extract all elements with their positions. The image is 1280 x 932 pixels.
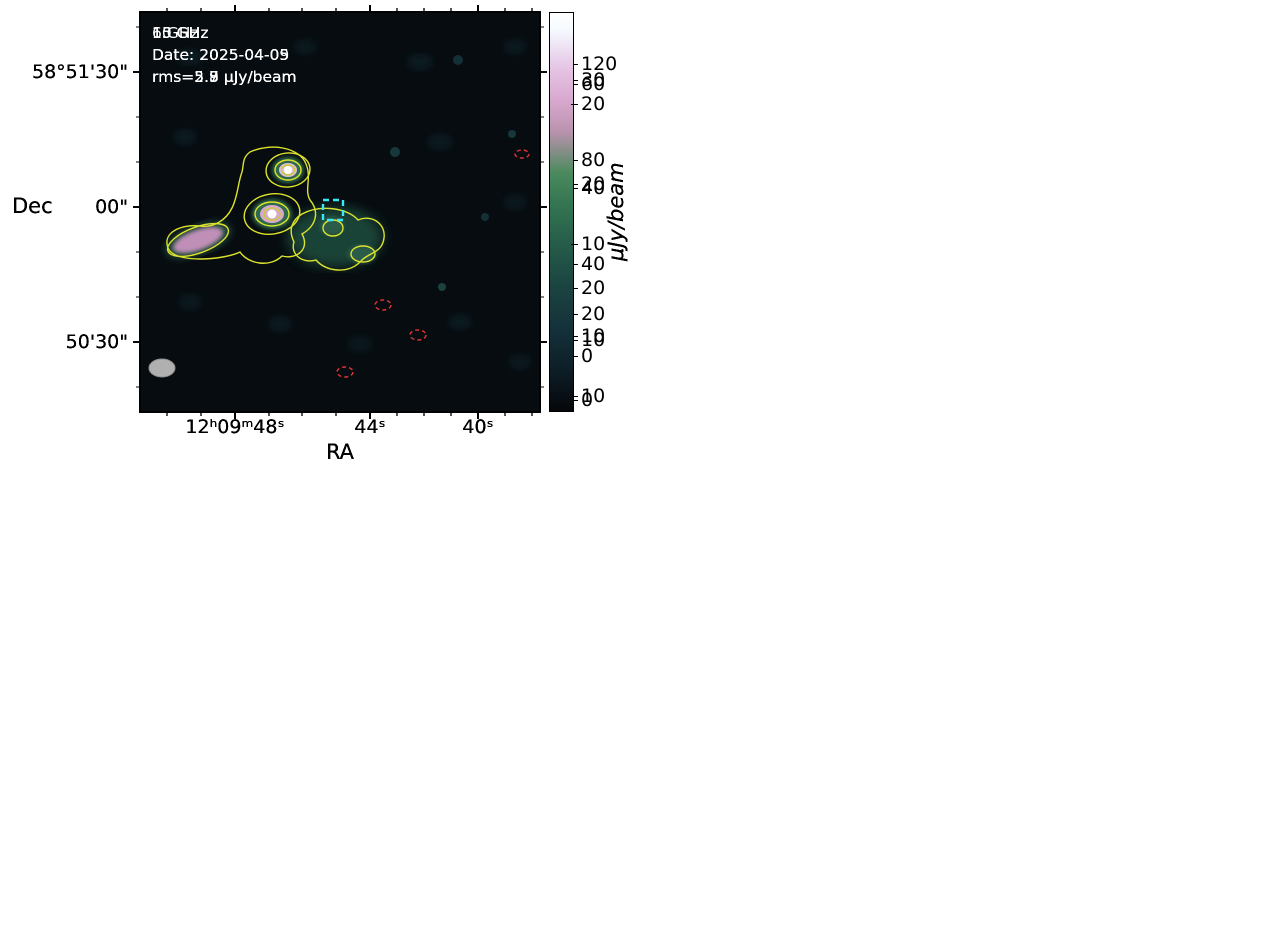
annotation-rms: rms=5.9 μJy/beam — [152, 68, 297, 86]
radio-map-15ghz-b — [132, 4, 548, 420]
y-tick-label: 50'30" — [65, 331, 128, 353]
x-tick-label: 40ˢ — [462, 416, 494, 438]
x-tick-label: 12ʰ09ᵐ48ˢ — [185, 416, 285, 438]
annotation-frequency: 10 GHz — [152, 24, 209, 42]
beam-ellipse — [148, 358, 176, 378]
annotation-frequency: 6 GHz — [152, 24, 199, 42]
panel-annotation: 15 GHz Date: 2025-04-09 rms=2.8 μJy/beam — [152, 22, 297, 88]
y-tick-label: 00" — [95, 196, 128, 218]
y-tick-label: 58°51'30" — [32, 61, 128, 83]
colorbar-tick: 80 — [570, 149, 606, 171]
colorbar-tick: 20 — [570, 303, 606, 325]
panel-annotation: 15 GHz Date: 2025-04-05 rms=5.9 μJy/beam — [152, 22, 297, 88]
colorbar-tick: 10 — [570, 325, 606, 347]
annotation-rms: rms=5.3 μJy/beam — [152, 68, 297, 86]
y-axis-label: Dec — [12, 194, 53, 218]
x-axis-label: RA — [325, 440, 355, 464]
annotation-date: Date: 2025-04-05 — [152, 46, 290, 64]
y-tick-label: 50'30" — [65, 331, 128, 353]
x-axis-label: RA — [325, 440, 355, 464]
colorbar-label: μJy/beam — [604, 162, 628, 262]
map-content — [148, 39, 532, 378]
x-axis-label: RA — [325, 440, 355, 464]
y-tick-label: 58°51'30" — [32, 61, 128, 83]
panel-annotation: 10 GHz Date: 2025-04-05 rms=5.7 μJy/beam — [152, 22, 297, 88]
y-axis-label: Dec — [12, 194, 53, 218]
y-tick-label: 58°51'30" — [32, 61, 128, 83]
colorbar-tick: 40 — [570, 253, 606, 275]
x-tick-label: 12ʰ09ᵐ48ˢ — [185, 416, 285, 438]
x-tick-label: 12ʰ09ᵐ48ˢ — [185, 416, 285, 438]
x-axis-label: RA — [325, 440, 355, 464]
y-tick-label: 50'30" — [65, 331, 128, 353]
annotation-date: Date: 2025-04-05 — [152, 46, 290, 64]
x-tick-label: 44ˢ — [354, 416, 386, 438]
annotation-date: Date: 2025-04-09 — [152, 46, 290, 64]
y-tick-label: 00" — [95, 196, 128, 218]
sn-position-marker — [321, 198, 345, 222]
colorbar-tick: 0 — [570, 345, 594, 367]
x-tick-label: 44ˢ — [354, 416, 386, 438]
y-axis-label: Dec — [12, 194, 53, 218]
colorbar-tick: 30 — [570, 69, 606, 91]
y-tick-label: 00" — [95, 196, 128, 218]
y-tick-label: 58°51'30" — [32, 61, 128, 83]
colorbar-tick: 20 — [570, 93, 606, 115]
colorbar-tick: 20 — [570, 173, 606, 195]
y-tick-label: 00" — [95, 196, 128, 218]
x-tick-label: 44ˢ — [354, 416, 386, 438]
x-tick-label: 44ˢ — [354, 416, 386, 438]
colorbar-tick: 10 — [570, 329, 606, 351]
colorbar-tick: 20 — [570, 277, 606, 299]
colorbar-tick: 120 — [570, 53, 618, 75]
annotation-rms: rms=5.7 μJy/beam — [152, 68, 297, 86]
x-tick-label: 40ˢ — [462, 416, 494, 438]
annotation-rms: rms=2.8 μJy/beam — [152, 68, 297, 86]
x-tick-label: 40ˢ — [462, 416, 494, 438]
colorbar-tick: 60 — [570, 73, 606, 95]
x-tick-label: 40ˢ — [462, 416, 494, 438]
negative-contours — [336, 149, 530, 378]
colorbar-tick: 0 — [570, 389, 594, 411]
panel-15ghz-0409: Dec 58°51'30" 00" 50'30" — [0, 0, 640, 466]
colorbar-tick: 40 — [570, 177, 606, 199]
annotation-frequency: 15 GHz — [152, 24, 209, 42]
annotation-date: Date: 2025-04-05 — [152, 46, 290, 64]
x-tick-label: 12ʰ09ᵐ48ˢ — [185, 416, 285, 438]
y-tick-label: 50'30" — [65, 331, 128, 353]
positive-contours — [166, 146, 385, 271]
colorbar — [549, 12, 574, 412]
y-axis-label: Dec — [12, 194, 53, 218]
colorbar-tick: 10 — [570, 233, 606, 255]
panel-annotation: 6 GHz Date: 2025-04-05 rms=5.3 μJy/beam — [152, 22, 297, 88]
annotation-frequency: 15 GHz — [152, 24, 209, 42]
colorbar-tick: 10 — [570, 385, 606, 407]
